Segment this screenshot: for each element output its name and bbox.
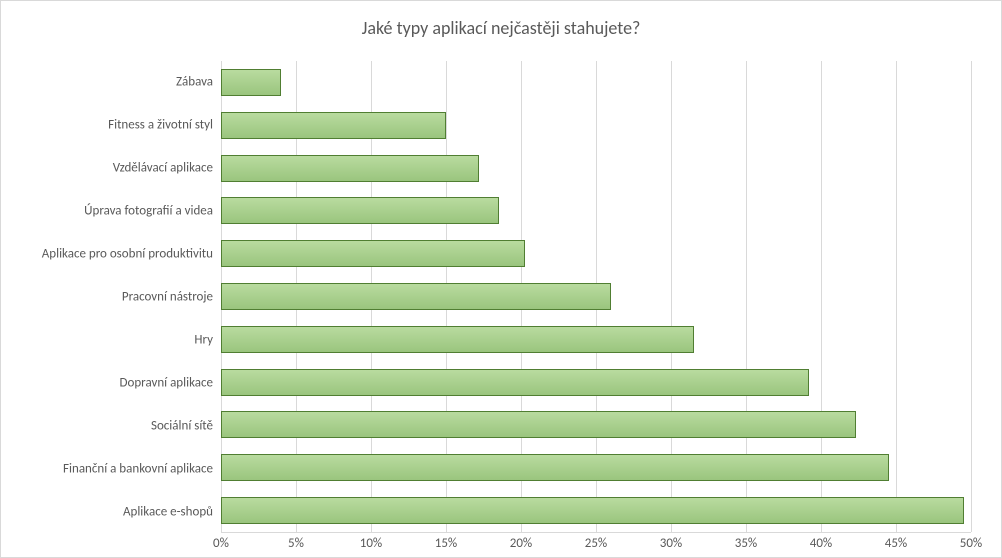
x-tick-label: 35% [735,536,757,551]
bar [221,155,479,182]
bar [221,497,964,524]
bar [221,369,809,396]
x-tick-label: 40% [810,536,832,551]
x-tick-label: 10% [360,536,382,551]
plot-wrap: Zábava Fitness a životní styl Vzdělávací a… [1,61,1001,533]
y-tick-label: Fitness a životní styl [108,118,213,133]
x-tick-label: 50% [960,536,982,551]
bar [221,69,281,96]
chart-container: Jaké typy aplikací nejčastěji stahujete?… [0,0,1002,558]
x-tick-label: 20% [510,536,532,551]
y-tick-label: Pracovní nástroje [122,290,213,305]
bar [221,240,525,267]
x-tick-label: 5% [288,536,304,551]
x-tick-label: 30% [660,536,682,551]
chart-title: Jaké typy aplikací nejčastěji stahujete? [1,1,1001,47]
y-tick-label: Zábava [176,75,213,90]
plot-area: 0%5%10%15%20%25%30%35%40%45%50% [221,61,971,533]
x-tick-label: 25% [585,536,607,551]
y-tick-label: Vzdělávací aplikace [113,161,213,176]
y-tick-label: Dopravní aplikace [120,375,214,390]
bar [221,454,889,481]
y-tick-label: Aplikace e-shopů [123,504,213,519]
y-tick-label: Úprava fotografií a videa [84,204,213,219]
bar [221,112,446,139]
gridline [971,61,972,532]
y-tick-label: Sociální sítě [151,418,213,433]
y-tick-label: Aplikace pro osobní produktivitu [42,247,213,262]
y-tick-label: Hry [194,332,213,347]
bar [221,283,611,310]
x-tick-label: 15% [435,536,457,551]
x-tick-label: 45% [885,536,907,551]
gridline [896,61,897,532]
y-tick-label: Finanční a bankovní aplikace [63,461,213,476]
bar [221,326,694,353]
bar [221,411,856,438]
y-axis-labels: Zábava Fitness a životní styl Vzdělávací a… [1,61,221,533]
x-tick-label: 0% [213,536,229,551]
bar [221,197,499,224]
